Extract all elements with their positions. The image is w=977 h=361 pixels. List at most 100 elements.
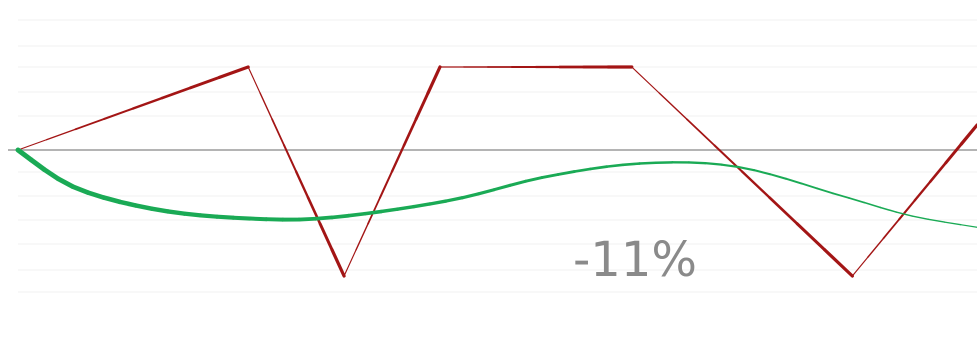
series-red-segment — [768, 196, 799, 226]
series-green-segment — [476, 188, 496, 196]
series-line-red — [17, 65, 977, 278]
series-red-segment — [867, 237, 885, 258]
series-green-segment — [411, 202, 432, 209]
series-red-segment — [283, 144, 298, 173]
series-green-segment — [362, 209, 383, 216]
series-green-segment — [736, 165, 756, 172]
series-green-segment — [572, 167, 592, 173]
series-green-segment — [927, 218, 946, 223]
series-red-segment — [898, 199, 916, 221]
series-green-segment — [769, 173, 787, 180]
series-red-segment — [426, 65, 442, 95]
series-green-segment — [247, 216, 269, 222]
series-green-segment — [753, 169, 772, 176]
series-green-segment — [492, 183, 512, 192]
series-green-segment — [895, 211, 913, 217]
series-red-segment — [390, 144, 406, 173]
series-red-segment — [271, 118, 285, 147]
series-green-segment — [198, 213, 220, 219]
series-red-segment — [46, 128, 77, 141]
series-red-segment — [414, 91, 430, 121]
series-red-segment — [355, 223, 369, 251]
series-green-segment — [101, 195, 122, 205]
series-red-segment — [944, 142, 963, 165]
series-green-segment — [444, 196, 464, 203]
series-red-segment — [378, 170, 394, 199]
series-green-segment — [687, 161, 707, 165]
series-green-segment — [524, 176, 544, 183]
series-green-segment — [28, 157, 47, 173]
gridlines — [18, 19, 977, 293]
series-red-segment — [740, 170, 771, 199]
series-red-segment — [343, 249, 357, 277]
series-green-segment — [231, 215, 252, 221]
series-green-segment — [848, 197, 866, 204]
series-green-segment — [165, 209, 187, 216]
series-green-segment — [330, 213, 351, 220]
series-green-segment — [313, 215, 334, 221]
series-green-segment — [85, 190, 106, 200]
series-green-segment — [784, 177, 803, 185]
series-red-segment — [330, 248, 346, 278]
series-green-segment — [428, 199, 448, 206]
series-green-segment — [297, 216, 318, 222]
series-green-segment — [395, 204, 416, 211]
series-green-segment — [879, 206, 897, 213]
series-red-segment — [318, 222, 334, 252]
series-green-segment — [720, 163, 740, 169]
series-red-segment — [823, 248, 854, 278]
series-green-segment — [346, 211, 367, 218]
series-green-segment — [943, 221, 962, 226]
series-green-segment — [704, 162, 723, 166]
series-red-segment — [131, 96, 164, 110]
series-green-segment — [816, 187, 834, 195]
series-red-segment — [928, 161, 948, 184]
series-green-segment — [508, 179, 528, 187]
series-red-segment — [631, 66, 660, 94]
series-green-segment — [832, 192, 850, 199]
series-red-segment — [247, 66, 261, 94]
series-red-segment — [17, 139, 48, 151]
series-green-group — [15, 147, 977, 228]
series-red-segment — [686, 118, 716, 147]
series-red-segment — [189, 75, 221, 90]
series-group — [15, 65, 977, 278]
series-green-segment — [55, 176, 75, 189]
series-green-segment — [133, 203, 154, 211]
series-red-segment — [74, 118, 106, 131]
series-red-segment — [294, 170, 310, 199]
series-green-segment — [149, 206, 171, 214]
series-green-segment — [863, 201, 882, 209]
series-red-segment — [259, 92, 273, 120]
series-green-segment — [214, 214, 236, 220]
series-green-segment — [460, 192, 480, 200]
series-red-segment — [103, 107, 135, 120]
series-green-segment — [70, 184, 91, 195]
series-green-segment — [182, 211, 203, 218]
series-red-segment — [367, 196, 381, 225]
series-green-segment — [605, 163, 625, 168]
series-green-segment — [41, 167, 61, 182]
series-red-segment — [658, 92, 688, 120]
series-red-segment — [959, 123, 977, 146]
series-green-segment — [379, 207, 400, 214]
series-green-segment — [117, 199, 138, 208]
series-red-segment — [160, 86, 192, 100]
series-red-segment — [217, 65, 250, 79]
series-red-segment — [795, 222, 827, 252]
series-green-segment — [589, 165, 609, 171]
series-green-segment — [960, 224, 977, 228]
series-red-segment — [851, 256, 869, 277]
series-green-segment — [540, 173, 560, 180]
series-green-segment — [556, 170, 576, 176]
series-green-segment — [638, 161, 658, 165]
series-green-segment — [15, 147, 34, 163]
series-green-segment — [800, 182, 819, 190]
series-green-segment — [621, 162, 641, 167]
series-red-segment — [402, 117, 418, 147]
series-red-segment — [882, 218, 900, 240]
percent-change-label: -11% — [573, 232, 697, 288]
series-red-segment — [913, 180, 932, 202]
